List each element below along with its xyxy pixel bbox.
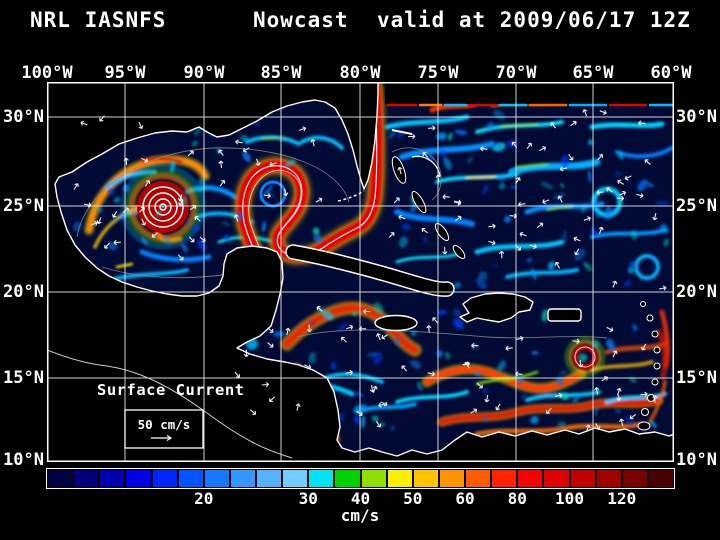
lon-label: 80°W xyxy=(339,63,381,83)
colorbar-cell xyxy=(74,470,99,487)
colorbar-tick-label: 80 xyxy=(507,489,527,508)
lat-label: 10°N xyxy=(676,450,717,470)
no-data-region xyxy=(385,82,674,107)
colorbar-cell xyxy=(361,470,386,487)
colorbar-cell xyxy=(387,470,412,487)
colorbar-cell xyxy=(257,470,282,487)
colorbar-cell xyxy=(544,470,569,487)
lon-label: 70°W xyxy=(495,63,537,83)
lon-label: 85°W xyxy=(260,63,302,83)
pacific-coastline xyxy=(47,349,293,459)
colorbar-cell xyxy=(596,470,621,487)
lat-label: 30°N xyxy=(3,107,44,127)
lat-label: 15°N xyxy=(676,368,717,388)
lat-label: 25°N xyxy=(676,196,717,216)
field-label: Surface Current xyxy=(97,381,244,399)
caribbean-eddy xyxy=(564,336,606,378)
hispaniola-island xyxy=(459,292,534,323)
lat-label: 20°N xyxy=(676,282,717,302)
bahamas-islands xyxy=(391,129,466,260)
lat-label: 30°N xyxy=(676,107,717,127)
lon-label: 100°W xyxy=(21,63,73,83)
colorbar-unit-label: cm/s xyxy=(340,506,380,525)
colorbar-tick-label: 100 xyxy=(555,489,584,508)
colorbar-cell xyxy=(648,470,673,487)
graticule-gridlines xyxy=(47,82,674,462)
colorbar-tick-label: 50 xyxy=(403,489,423,508)
colorbar-cell xyxy=(100,470,125,487)
lat-label: 10°N xyxy=(3,450,44,470)
scale-overlay: Surface Current 50 cm/s xyxy=(97,381,244,449)
colorbar-cell xyxy=(466,470,491,487)
reference-vector-box xyxy=(124,409,204,449)
lon-label: 60°W xyxy=(650,63,692,83)
colorbar-cell xyxy=(126,470,151,487)
colorbar xyxy=(46,468,675,489)
colorbar-cell xyxy=(283,470,308,487)
map-canvas: Surface Current 50 cm/s xyxy=(47,82,674,462)
colorbar-cell xyxy=(570,470,595,487)
lon-label: 90°W xyxy=(183,63,225,83)
lesser-antilles-islands xyxy=(637,301,661,431)
colorbar-cell xyxy=(309,470,334,487)
colorbar-cell xyxy=(413,470,438,487)
jamaica-island xyxy=(374,314,418,332)
colorbar-tick-label: 30 xyxy=(298,489,318,508)
colorbar-cell xyxy=(230,470,255,487)
colorbar-cell xyxy=(48,470,73,487)
colorbar-tick-label: 60 xyxy=(455,489,475,508)
colorbar-tick-label: 20 xyxy=(194,489,214,508)
gulf-eddy-bullseye xyxy=(120,164,206,250)
colorbar-cell xyxy=(335,470,360,487)
bathymetry-contours xyxy=(76,147,608,339)
lon-label: 95°W xyxy=(104,63,146,83)
colorbar-cell xyxy=(178,470,203,487)
loop-current-gulf-stream xyxy=(120,82,606,378)
colorbar-cell xyxy=(622,470,647,487)
colorbar-cell xyxy=(439,470,464,487)
title-mode: Nowcast xyxy=(253,8,349,32)
lat-label: 15°N xyxy=(3,368,44,388)
colorbar-cell xyxy=(492,470,517,487)
current-direction-arrows xyxy=(73,108,667,432)
colorbar-tick-label: 40 xyxy=(350,489,371,508)
map-frame xyxy=(47,82,674,462)
title-valid-time: valid at 2009/06/17 12Z xyxy=(377,8,691,32)
lat-label: 20°N xyxy=(3,282,44,302)
lat-label: 25°N xyxy=(3,196,44,216)
title-product: NRL IASNFS xyxy=(30,8,167,32)
colorbar-cell xyxy=(518,470,543,487)
reference-arrow-icon xyxy=(151,434,173,442)
reference-vector-label: 50 cm/s xyxy=(138,417,191,432)
puerto-rico-island xyxy=(547,308,582,322)
colorbar-cell xyxy=(204,470,229,487)
colorbar-tick-label: 120 xyxy=(607,489,637,508)
lon-label: 75°W xyxy=(417,63,459,83)
colorbar-cell xyxy=(152,470,177,487)
lon-label: 65°W xyxy=(572,63,614,83)
florida-keys xyxy=(337,190,365,202)
